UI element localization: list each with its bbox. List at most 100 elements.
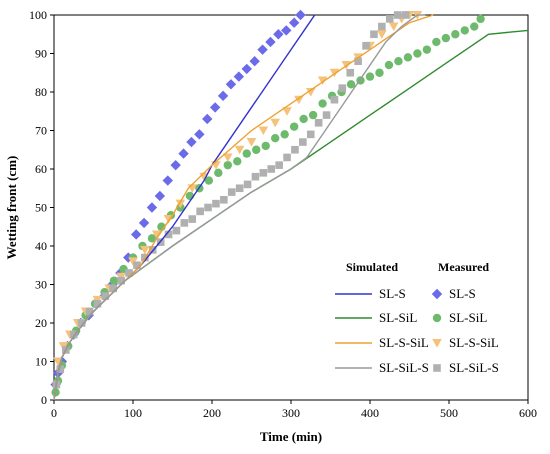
measured-point: [384, 60, 394, 70]
y-tick-label: 90: [35, 47, 47, 61]
legend-marker-swatch: [432, 313, 442, 323]
measured-point: [270, 118, 280, 128]
measured-point: [470, 22, 479, 31]
legend: Simulated Measured SL-S SL-SiL SL-S-SiL SL-Si…: [335, 260, 499, 375]
measured-point: [186, 136, 197, 148]
measured-point: [178, 148, 189, 159]
measured-point: [151, 230, 162, 240]
measured-point: [234, 145, 245, 155]
y-tick-label: 30: [35, 278, 47, 292]
measured-point: [93, 299, 102, 308]
measured-point: [273, 29, 284, 40]
measured-point: [233, 71, 245, 82]
axes: 0 100 200 300 400 500 600 0 10 20 30 40 50 60 70 80 90 10…: [29, 8, 537, 420]
measured-point: [385, 15, 394, 23]
measured-point: [265, 36, 276, 48]
measured-point: [338, 84, 347, 92]
measured-point: [217, 90, 229, 102]
y-tick-label: 50: [35, 201, 47, 215]
measured-point: [140, 245, 150, 255]
measured-point: [204, 176, 214, 185]
measured-point: [223, 153, 233, 163]
measured-point: [69, 330, 78, 339]
measured-point: [164, 230, 173, 239]
measured-point: [154, 190, 166, 202]
measured-point: [246, 138, 257, 147]
legend-simulated-header: Simulated: [346, 260, 398, 274]
legend-measured-header: Measured: [438, 260, 489, 274]
measured-point: [288, 17, 300, 28]
measured-point: [242, 149, 251, 158]
measured-point: [388, 22, 399, 32]
x-tick-label: 200: [203, 406, 221, 420]
measured-point: [172, 226, 181, 235]
measured-point: [291, 145, 299, 154]
legend-measured-label: SL-SiL-S: [449, 360, 499, 375]
measured-point: [109, 276, 119, 285]
series-layer: [50, 9, 529, 401]
measured-point: [243, 180, 252, 189]
measured-point: [138, 217, 150, 229]
y-axis-label: Wetting front (cm): [4, 156, 19, 260]
x-tick-label: 100: [124, 406, 142, 420]
x-tick-label: 500: [440, 406, 458, 420]
measured-point: [289, 122, 299, 131]
measured-point: [306, 130, 315, 139]
measured-point: [413, 49, 422, 58]
measured-point: [451, 30, 460, 39]
measured-point: [130, 229, 142, 240]
legend-measured-label: SL-SiL: [449, 310, 487, 325]
measured-point: [180, 219, 189, 227]
y-tick-label: 80: [35, 85, 47, 99]
measured-point: [314, 119, 323, 127]
measured-point: [241, 63, 252, 75]
y-tick-label: 40: [35, 239, 47, 253]
measured-point: [432, 37, 441, 47]
x-tick-label: 0: [51, 406, 57, 420]
measured-point: [365, 72, 375, 81]
measured-point: [128, 257, 138, 266]
measured-point: [212, 199, 220, 208]
legend-simulated-label: SL-S-SiL: [379, 335, 429, 350]
measured-point: [223, 160, 232, 170]
measured-point: [117, 276, 125, 285]
measured-point: [77, 319, 86, 327]
measured-point: [299, 114, 308, 124]
measured-point: [235, 184, 244, 193]
measured-point: [346, 80, 356, 89]
measured-point: [318, 99, 327, 108]
measured-point: [330, 95, 339, 104]
measured-point: [233, 157, 242, 166]
measured-point: [261, 141, 270, 151]
measured-point: [170, 159, 181, 171]
measured-point: [146, 202, 158, 213]
measured-point: [403, 53, 413, 62]
y-tick-label: 70: [35, 124, 47, 138]
measured-point: [394, 57, 403, 66]
legend-marker-swatch: [432, 339, 442, 348]
measured-point: [53, 357, 63, 367]
measured-point: [225, 79, 237, 90]
measured-point: [441, 33, 451, 43]
x-tick-label: 300: [282, 406, 300, 420]
measured-point: [147, 234, 157, 243]
legend-marker-swatch: [433, 364, 441, 372]
measured-point: [196, 207, 204, 216]
measured-point: [329, 68, 340, 78]
measured-point: [259, 169, 268, 177]
measured-point: [346, 68, 355, 77]
measured-point: [214, 168, 223, 178]
measured-point: [271, 134, 280, 143]
measured-point: [227, 188, 236, 196]
y-tick-label: 60: [35, 162, 47, 176]
measured-point: [202, 113, 213, 125]
measured-point: [251, 172, 260, 181]
measured-point: [125, 269, 133, 277]
legend-measured-label: SL-S-SiL: [449, 335, 499, 350]
measured-point: [460, 26, 469, 35]
measured-point: [133, 261, 141, 270]
legend-simulated-label: SL-SiL: [379, 310, 417, 325]
measured-point: [209, 102, 221, 113]
measured-point: [101, 292, 110, 300]
